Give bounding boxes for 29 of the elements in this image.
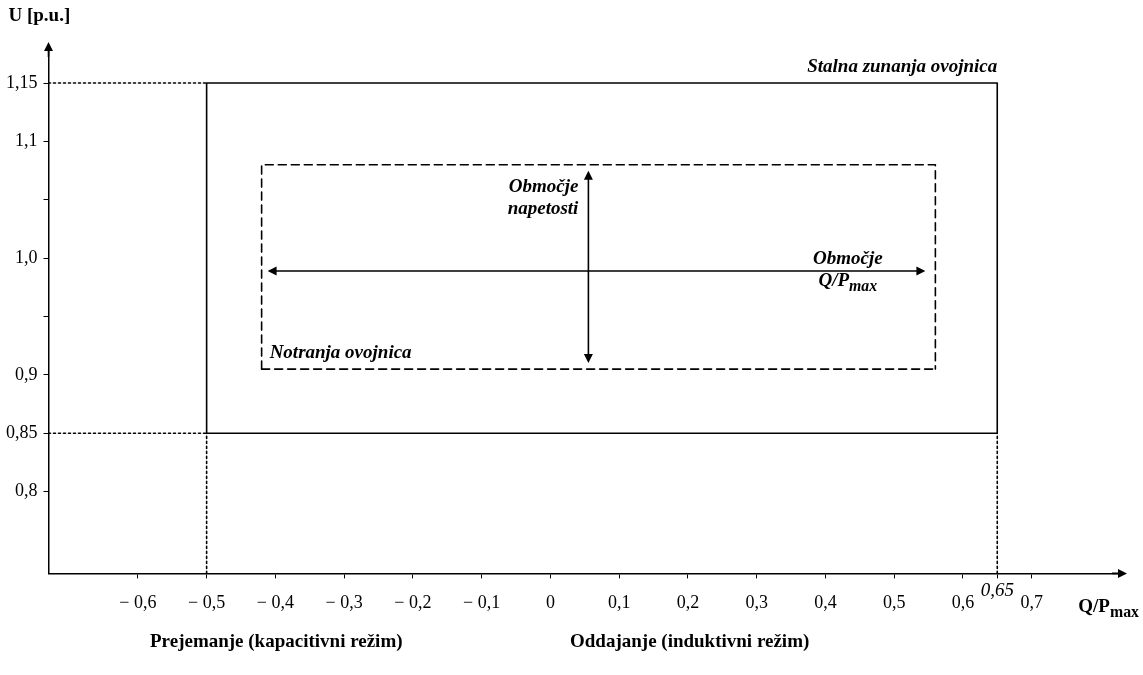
x-tick-label: 0,1 (607, 591, 631, 612)
x-tick-label: − 0,5 (188, 591, 226, 612)
series-label: Stalna zunanja ovojnica (807, 55, 998, 78)
x-tick-label: 0,4 (814, 591, 837, 612)
x-tick-label: 0 (545, 591, 555, 612)
x-tick-label: 0,3 (745, 591, 768, 612)
x-tick-label: 0,6 (951, 591, 975, 612)
y-tick-label: 0,8 (15, 480, 38, 501)
x-tick-label: − 0,6 (119, 591, 157, 612)
x-tick-label: − 0,1 (463, 591, 501, 612)
x-tick-label: 0,7 (1020, 591, 1043, 612)
text: Prejemanje (kapacitivni režim) (150, 630, 403, 652)
x-tick-label: 0,5 (882, 591, 906, 612)
x-tick-label: − 0,3 (325, 591, 363, 612)
y-tick-label: 1,1 (15, 130, 38, 151)
annotation: 0,65 (980, 579, 1014, 602)
series-label: Notranja ovojnica (269, 341, 412, 364)
x-axis-title: Q/P$_{max}$ (1078, 595, 1139, 622)
y-tick-label: 0,9 (15, 363, 38, 384)
y-tick-label: 1,15 (6, 71, 38, 92)
x-tick-label: 0,2 (676, 591, 700, 612)
y-tick-label: 0,85 (6, 422, 38, 443)
annotation: Območje Q/P$_{max}$ (812, 247, 883, 295)
text: Oddajanje (induktivni režim) (570, 630, 810, 652)
x-tick-label: − 0,4 (256, 591, 294, 612)
y-axis-title: U [p.u.] (8, 4, 71, 26)
x-tick-label: − 0,2 (394, 591, 432, 612)
y-tick-label: 1,0 (15, 246, 38, 267)
annotation: Območje napetosti (507, 174, 579, 219)
